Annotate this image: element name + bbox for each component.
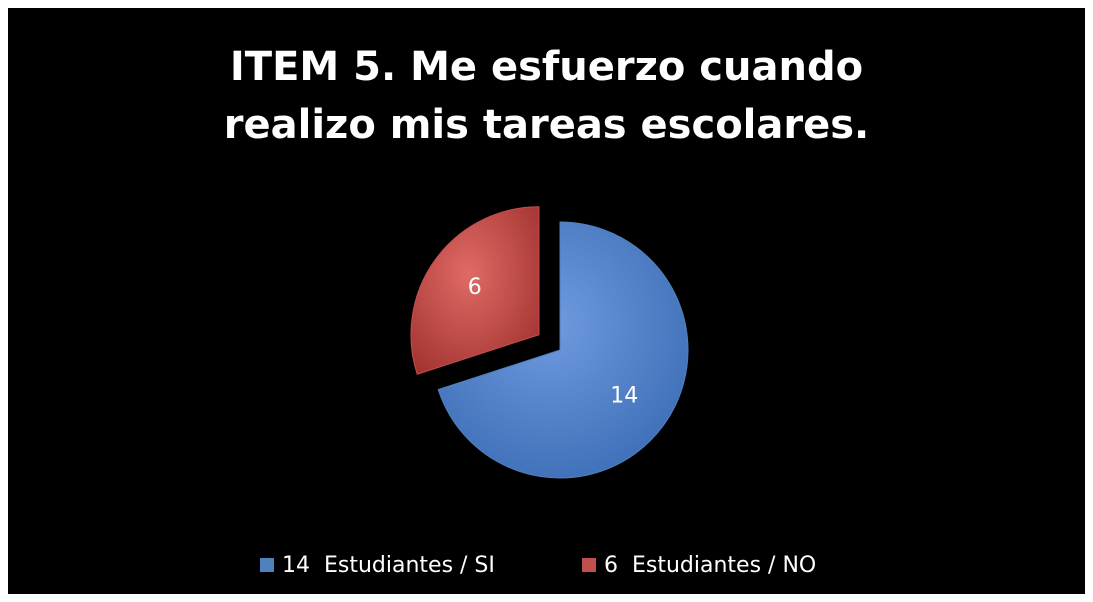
legend-label: 14 Estudiantes / SI bbox=[282, 553, 495, 578]
chart-title: ITEM 5. Me esfuerzo cuando realizo mis t… bbox=[223, 44, 870, 148]
legend-swatch bbox=[260, 558, 274, 572]
legend-label: 6 Estudiantes / NO bbox=[604, 553, 816, 578]
chart-background bbox=[8, 8, 1085, 594]
pie-slice bbox=[410, 206, 540, 375]
pie-slice bbox=[437, 221, 689, 479]
data-label: 14 bbox=[610, 384, 638, 409]
data-label: 6 bbox=[468, 275, 482, 300]
legend-swatch bbox=[582, 558, 596, 572]
